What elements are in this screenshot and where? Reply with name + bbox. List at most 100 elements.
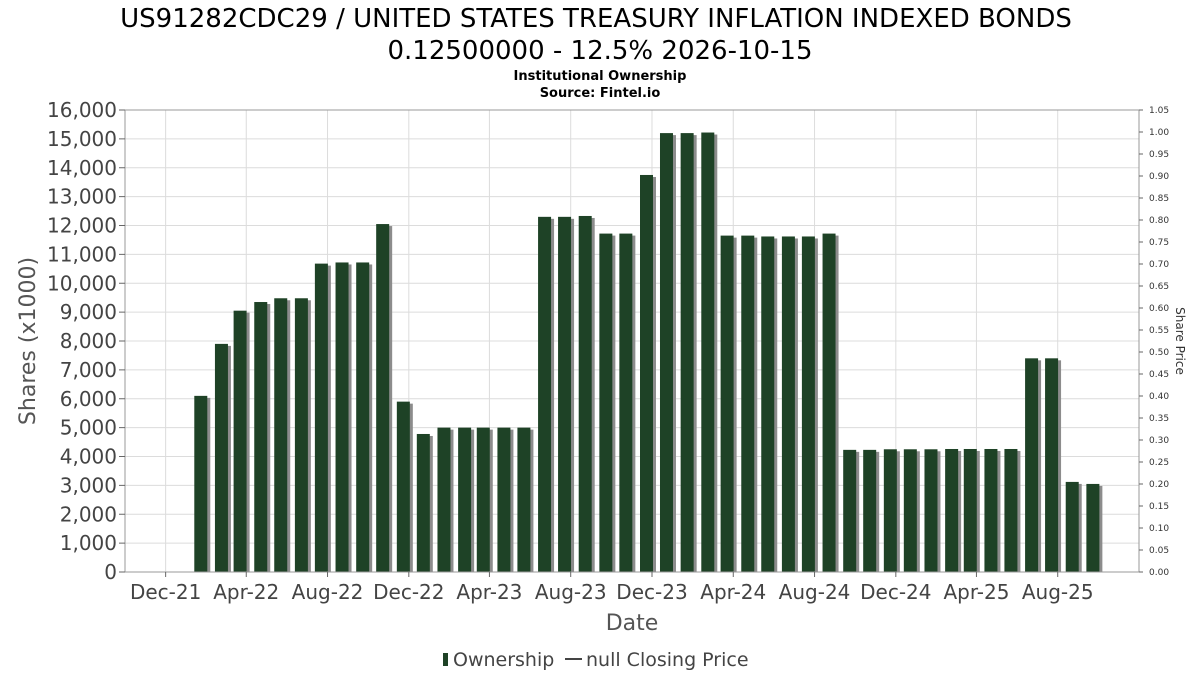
- bar-ownership-4: [274, 298, 288, 572]
- y2tick-label-6: 0.30: [1149, 436, 1169, 446]
- xtick-label-4: Apr-23: [456, 580, 522, 604]
- bar-ownership-0: [194, 395, 208, 572]
- y2tick-label-0: 0.00: [1149, 568, 1169, 578]
- bar-ownership-38: [963, 448, 977, 572]
- bar-ownership-10: [396, 401, 410, 572]
- bar-ownership-2: [233, 310, 247, 572]
- bar-ownership-32: [843, 449, 857, 572]
- xtick-label-11: Aug-25: [1022, 580, 1094, 604]
- bar-ownership-25: [701, 132, 715, 572]
- xtick-label-1: Apr-22: [213, 580, 279, 604]
- y-axis-label: Shares (x1000): [16, 257, 41, 425]
- bar-ownership-28: [761, 236, 775, 572]
- ytick-label-10: 10,000: [47, 271, 117, 295]
- xtick-label-8: Aug-24: [779, 580, 851, 604]
- legend-ownership-swatch: [443, 653, 448, 666]
- bar-ownership-37: [945, 448, 959, 572]
- bars: [194, 132, 1103, 572]
- y2-axis-label: Share Price: [1173, 307, 1187, 375]
- y2tick-label-1: 0.05: [1149, 546, 1169, 556]
- bar-ownership-7: [335, 262, 349, 572]
- bar-ownership-20: [599, 233, 613, 572]
- legend-ownership-label: Ownership: [453, 649, 554, 671]
- bar-ownership-36: [924, 449, 938, 572]
- y2tick-label-17: 0.85: [1149, 194, 1169, 204]
- bar-ownership-22: [640, 174, 653, 572]
- y2tick-label-18: 0.90: [1149, 172, 1169, 182]
- y2tick-label-8: 0.40: [1149, 392, 1169, 402]
- bar-ownership-5: [294, 298, 308, 572]
- legend-price-label: null Closing Price: [586, 649, 749, 671]
- bar-ownership-13: [458, 427, 472, 572]
- ytick-label-15: 15,000: [47, 127, 117, 151]
- bar-ownership-44: [1086, 483, 1100, 572]
- bar-ownership-12: [437, 427, 451, 572]
- xtick-label-7: Apr-24: [700, 580, 766, 604]
- y2tick-label-9: 0.45: [1149, 370, 1169, 380]
- y2-axis-ticks: 0.00 0.05 0.10 0.15 0.20 0.25 0.30 0.35 0.40 0.45…: [1139, 106, 1169, 578]
- bar-ownership-43: [1065, 481, 1079, 572]
- y-axis-ticks: 0 1,000 2,000 3,000 4,000 5,000 6,000 7,000 8,00…: [47, 98, 125, 584]
- xtick-label-5: Aug-23: [535, 580, 607, 604]
- bar-ownership-29: [781, 236, 795, 572]
- ytick-label-4: 4,000: [60, 445, 117, 469]
- y2tick-label-20: 1.00: [1149, 128, 1169, 138]
- bar-ownership-34: [883, 449, 897, 572]
- y2tick-label-19: 0.95: [1149, 150, 1169, 160]
- y2tick-label-21: 1.05: [1149, 106, 1169, 116]
- y2tick-label-16: 0.80: [1149, 216, 1169, 226]
- ytick-label-13: 13,000: [47, 185, 117, 209]
- bar-ownership-24: [680, 133, 694, 572]
- bar-ownership-40: [1004, 448, 1018, 572]
- ytick-label-5: 5,000: [60, 416, 117, 440]
- ytick-label-8: 8,000: [60, 329, 117, 353]
- ytick-label-16: 16,000: [47, 98, 117, 122]
- bar-ownership-17: [538, 216, 552, 572]
- bar-ownership-9: [376, 224, 390, 572]
- bar-ownership-11: [416, 433, 430, 572]
- bar-ownership-15: [497, 427, 511, 572]
- ytick-label-14: 14,000: [47, 156, 117, 180]
- chart-source: Source: Fintel.io: [540, 86, 661, 101]
- chart-subtitle: Institutional Ownership: [514, 69, 687, 84]
- chart-title-line-1: US91282CDC29 / UNITED STATES TREASURY IN…: [120, 4, 1072, 34]
- y2tick-label-11: 0.55: [1149, 326, 1169, 336]
- xtick-label-0: Dec-21: [130, 580, 201, 604]
- bar-ownership-42: [1045, 358, 1059, 572]
- bar-ownership-14: [476, 427, 490, 572]
- y2tick-label-2: 0.10: [1149, 524, 1169, 534]
- ytick-label-6: 6,000: [60, 387, 117, 411]
- legend: Ownership null Closing Price: [443, 649, 749, 671]
- y2tick-label-15: 0.75: [1149, 238, 1169, 248]
- xtick-label-9: Dec-24: [860, 580, 931, 604]
- ytick-label-12: 12,000: [47, 214, 117, 238]
- bar-ownership-18: [558, 216, 572, 572]
- ytick-label-2: 2,000: [60, 502, 117, 526]
- bar-ownership-31: [822, 233, 836, 572]
- bar-ownership-1: [214, 343, 228, 572]
- ytick-label-9: 9,000: [60, 300, 117, 324]
- ytick-label-0: 0: [104, 560, 117, 584]
- y2tick-label-10: 0.50: [1149, 348, 1169, 358]
- bar-ownership-8: [356, 262, 370, 572]
- ytick-label-11: 11,000: [47, 242, 117, 266]
- bar-ownership-33: [863, 449, 877, 572]
- y2tick-label-7: 0.35: [1149, 414, 1169, 424]
- bar-ownership-27: [741, 235, 755, 572]
- ytick-label-1: 1,000: [60, 531, 117, 555]
- bar-ownership-30: [801, 236, 815, 572]
- x-axis-ticks: Dec-21 Apr-22 Aug-22 Dec-22 Apr-23 Aug-23 Dec-…: [130, 572, 1094, 604]
- ytick-label-7: 7,000: [60, 358, 117, 382]
- bar-ownership-19: [578, 215, 592, 572]
- bar-ownership-39: [984, 448, 998, 572]
- bar-ownership-6: [314, 263, 328, 572]
- x-axis-label: Date: [606, 611, 659, 636]
- y2tick-label-3: 0.15: [1149, 502, 1169, 512]
- y2tick-label-5: 0.25: [1149, 458, 1169, 468]
- bar-ownership-16: [517, 427, 531, 572]
- y2tick-label-13: 0.65: [1149, 282, 1169, 292]
- bar-ownership-35: [903, 449, 917, 572]
- bar-ownership-3: [254, 302, 268, 572]
- bar-ownership-23: [659, 133, 673, 572]
